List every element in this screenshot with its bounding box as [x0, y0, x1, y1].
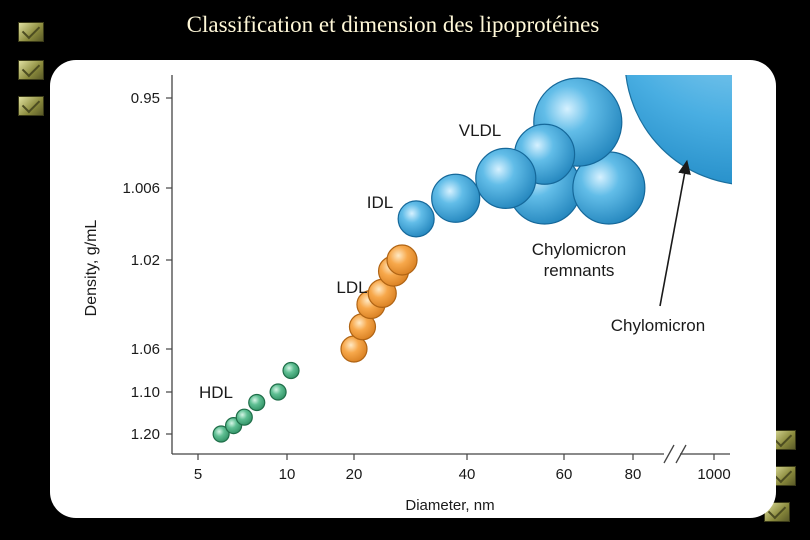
vldl-label: VLDL — [459, 121, 502, 140]
checkbox-bullet-icon — [18, 60, 44, 80]
y-tick-label: 1.02 — [131, 252, 160, 269]
axis-break-icon — [663, 444, 687, 464]
x-tick-label: 80 — [625, 466, 642, 483]
y-tick-label: 1.06 — [131, 341, 160, 358]
x-axis-ticks: 5 10 20 40 60 80 1000 — [194, 454, 731, 483]
labels-layer: VLDL IDL LDL HDL Chylomicron remnants Chylomic… — [199, 121, 705, 402]
hdl-point — [235, 408, 253, 426]
x-tick-label: 5 — [194, 466, 202, 483]
chylomicron-layer — [625, 75, 732, 185]
axes — [171, 75, 730, 464]
hdl-label: HDL — [199, 383, 233, 402]
chylomicron-point — [625, 75, 732, 185]
chylomicron-label: Chylomicron — [611, 316, 705, 335]
x-tick-label: 10 — [279, 466, 296, 483]
y-axis-ticks: 0.95 1.006 1.02 1.06 1.10 1.20 — [122, 90, 172, 443]
ldl-label: LDL — [336, 278, 367, 297]
checkbox-bullet-icon — [18, 22, 44, 42]
x-tick-label: 60 — [556, 466, 573, 483]
idl-label: IDL — [367, 193, 393, 212]
x-tick-label: 40 — [459, 466, 476, 483]
y-axis-label: Density, g/mL — [83, 220, 100, 317]
idl-point — [431, 173, 481, 223]
ldl-point — [386, 244, 418, 276]
hdl-point — [282, 361, 300, 380]
points-layer — [212, 77, 646, 443]
x-tick-label: 20 — [346, 466, 363, 483]
checkbox-bullet-icon — [18, 96, 44, 116]
y-tick-label: 1.20 — [131, 426, 160, 443]
hdl-point — [212, 425, 230, 443]
chylomicron-remnants-label: Chylomicron remnants — [532, 240, 626, 280]
y-tick-label: 0.95 — [131, 90, 160, 107]
hdl-point — [269, 383, 287, 401]
vldl-point — [475, 147, 537, 209]
hdl-point — [248, 393, 266, 412]
y-tick-label: 1.10 — [131, 384, 160, 401]
chylomicron-arrow — [659, 159, 691, 307]
x-tick-label: 1000 — [697, 466, 730, 483]
slide-title: Classification et dimension des lipoprot… — [186, 12, 600, 37]
x-axis-label: Diameter, nm — [405, 497, 494, 514]
chart-panel: 0.95 1.006 1.02 1.06 1.10 1.20 5 10 20 40 60 80 100… — [50, 60, 776, 518]
y-tick-label: 1.006 — [122, 180, 160, 197]
idl-point — [397, 200, 435, 238]
lipoprotein-chart: 0.95 1.006 1.02 1.06 1.10 1.20 5 10 20 40 60 80 100… — [83, 75, 732, 514]
